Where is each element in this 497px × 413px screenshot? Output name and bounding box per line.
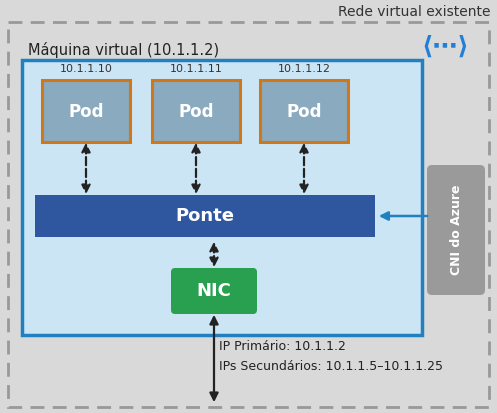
Text: 10.1.1.11: 10.1.1.11 [169,64,223,74]
Text: NIC: NIC [196,282,232,300]
Text: IPs Secundários: 10.1.1.5–10.1.1.25: IPs Secundários: 10.1.1.5–10.1.1.25 [219,360,443,373]
Text: 10.1.1.10: 10.1.1.10 [60,64,112,74]
Text: Pod: Pod [68,103,104,121]
FancyBboxPatch shape [260,80,348,142]
Text: Ponte: Ponte [175,207,235,225]
FancyBboxPatch shape [35,195,375,237]
Text: CNI do Azure: CNI do Azure [449,185,463,275]
Text: ⟨⋯⟩: ⟨⋯⟩ [421,35,469,59]
Text: Rede virtual existente: Rede virtual existente [337,5,490,19]
Text: 10.1.1.12: 10.1.1.12 [277,64,331,74]
Text: IP Primário: 10.1.1.2: IP Primário: 10.1.1.2 [219,340,346,353]
FancyBboxPatch shape [171,268,257,314]
FancyBboxPatch shape [8,22,489,407]
Text: Máquina virtual (10.1.1.2): Máquina virtual (10.1.1.2) [28,42,219,58]
Text: Pod: Pod [286,103,322,121]
Text: Pod: Pod [178,103,214,121]
FancyBboxPatch shape [427,165,485,295]
FancyBboxPatch shape [42,80,130,142]
FancyBboxPatch shape [22,60,422,335]
FancyBboxPatch shape [152,80,240,142]
